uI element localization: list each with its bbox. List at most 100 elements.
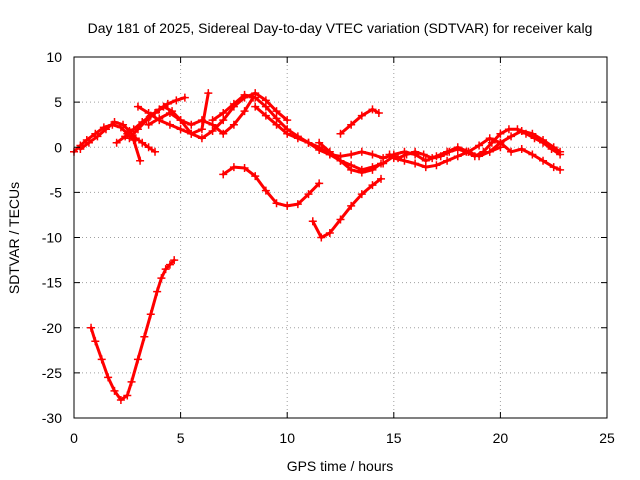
- data-point: [142, 116, 151, 125]
- data-point: [176, 125, 185, 134]
- data-point: [261, 102, 270, 111]
- data-point: [219, 116, 228, 125]
- data-point: [304, 138, 313, 147]
- data-point: [97, 355, 106, 364]
- data-point: [411, 159, 420, 168]
- x-tick-label: 10: [279, 430, 295, 446]
- data-point: [347, 201, 356, 210]
- series-line: [127, 96, 255, 140]
- data-point: [127, 377, 136, 386]
- data-point: [336, 129, 345, 138]
- data-point: [91, 337, 100, 346]
- series-arc-10: [336, 105, 383, 138]
- data-point: [133, 355, 142, 364]
- series-line: [147, 91, 289, 140]
- data-point: [261, 186, 270, 195]
- data-point: [357, 168, 366, 177]
- y-tick-label: -25: [42, 365, 62, 381]
- data-point: [229, 163, 238, 172]
- x-tick-label: 0: [70, 430, 78, 446]
- data-point: [325, 228, 334, 237]
- grid-layer: [74, 57, 607, 418]
- data-point: [475, 141, 484, 150]
- series-layer: [70, 89, 565, 404]
- y-tick-label: -5: [50, 184, 63, 200]
- data-point: [84, 138, 93, 147]
- data-point: [389, 154, 398, 163]
- data-point: [138, 138, 147, 147]
- data-point: [153, 287, 162, 296]
- data-point: [144, 143, 153, 152]
- y-tick-label: -10: [42, 230, 62, 246]
- chart-title: Day 181 of 2025, Sidereal Day-to-day VTE…: [88, 20, 593, 36]
- data-point: [421, 163, 430, 172]
- data-point: [157, 274, 166, 283]
- data-point: [453, 145, 462, 154]
- data-point: [504, 125, 513, 134]
- data-point: [101, 125, 110, 134]
- data-point: [187, 129, 196, 138]
- y-tick-label: 0: [54, 139, 62, 155]
- data-point: [261, 111, 270, 120]
- data-point: [208, 116, 217, 125]
- data-point: [347, 120, 356, 129]
- data-point: [293, 134, 302, 143]
- data-point: [308, 217, 317, 226]
- series-arc-12: [308, 174, 386, 242]
- tick-layer: 0 5 10 15 20 25 10 5 0 -5 -10 -15 -20 -25 -30: [42, 49, 615, 446]
- data-point: [159, 102, 168, 111]
- data-point: [374, 108, 383, 117]
- data-point: [453, 152, 462, 161]
- series-line: [89, 258, 176, 402]
- data-point: [272, 107, 281, 116]
- x-tick-label: 20: [493, 430, 509, 446]
- data-point: [110, 386, 119, 395]
- data-point: [432, 161, 441, 170]
- data-point: [517, 145, 526, 154]
- y-tick-label: -20: [42, 320, 62, 336]
- data-point: [133, 102, 142, 111]
- data-point: [121, 132, 130, 141]
- series-line: [211, 93, 396, 172]
- data-point: [93, 132, 102, 141]
- data-point: [411, 147, 420, 156]
- data-point: [240, 164, 249, 173]
- data-point: [539, 156, 548, 165]
- data-point: [119, 120, 128, 129]
- data-point: [165, 260, 174, 269]
- data-point: [556, 147, 565, 156]
- data-point: [485, 147, 494, 156]
- series-line: [221, 165, 321, 208]
- data-point: [445, 147, 454, 156]
- data-point: [377, 174, 386, 183]
- data-point: [304, 190, 313, 199]
- series-arc-4: [125, 93, 258, 143]
- data-point: [496, 138, 505, 147]
- data-point: [151, 147, 160, 156]
- x-tick-label: 25: [599, 430, 615, 446]
- data-point: [315, 145, 324, 154]
- x-tick-label: 5: [177, 430, 185, 446]
- data-point: [161, 265, 170, 274]
- series-arc-15: [389, 134, 565, 174]
- series-line: [311, 177, 383, 239]
- data-point: [436, 152, 445, 161]
- data-point: [155, 114, 164, 123]
- series-line: [488, 129, 562, 154]
- data-point: [315, 179, 324, 188]
- y-tick-label: -30: [42, 410, 62, 426]
- data-point: [293, 200, 302, 209]
- data-point: [283, 116, 292, 125]
- data-point: [180, 93, 189, 102]
- data-point: [229, 120, 238, 129]
- data-point: [485, 134, 494, 143]
- data-point: [379, 154, 388, 163]
- y-tick-label: 10: [46, 49, 62, 65]
- data-point: [507, 132, 516, 141]
- data-point: [517, 127, 526, 136]
- y-tick-label: 5: [54, 94, 62, 110]
- data-point: [357, 190, 366, 199]
- data-point: [219, 108, 228, 117]
- data-point: [368, 105, 377, 114]
- data-point: [104, 373, 113, 382]
